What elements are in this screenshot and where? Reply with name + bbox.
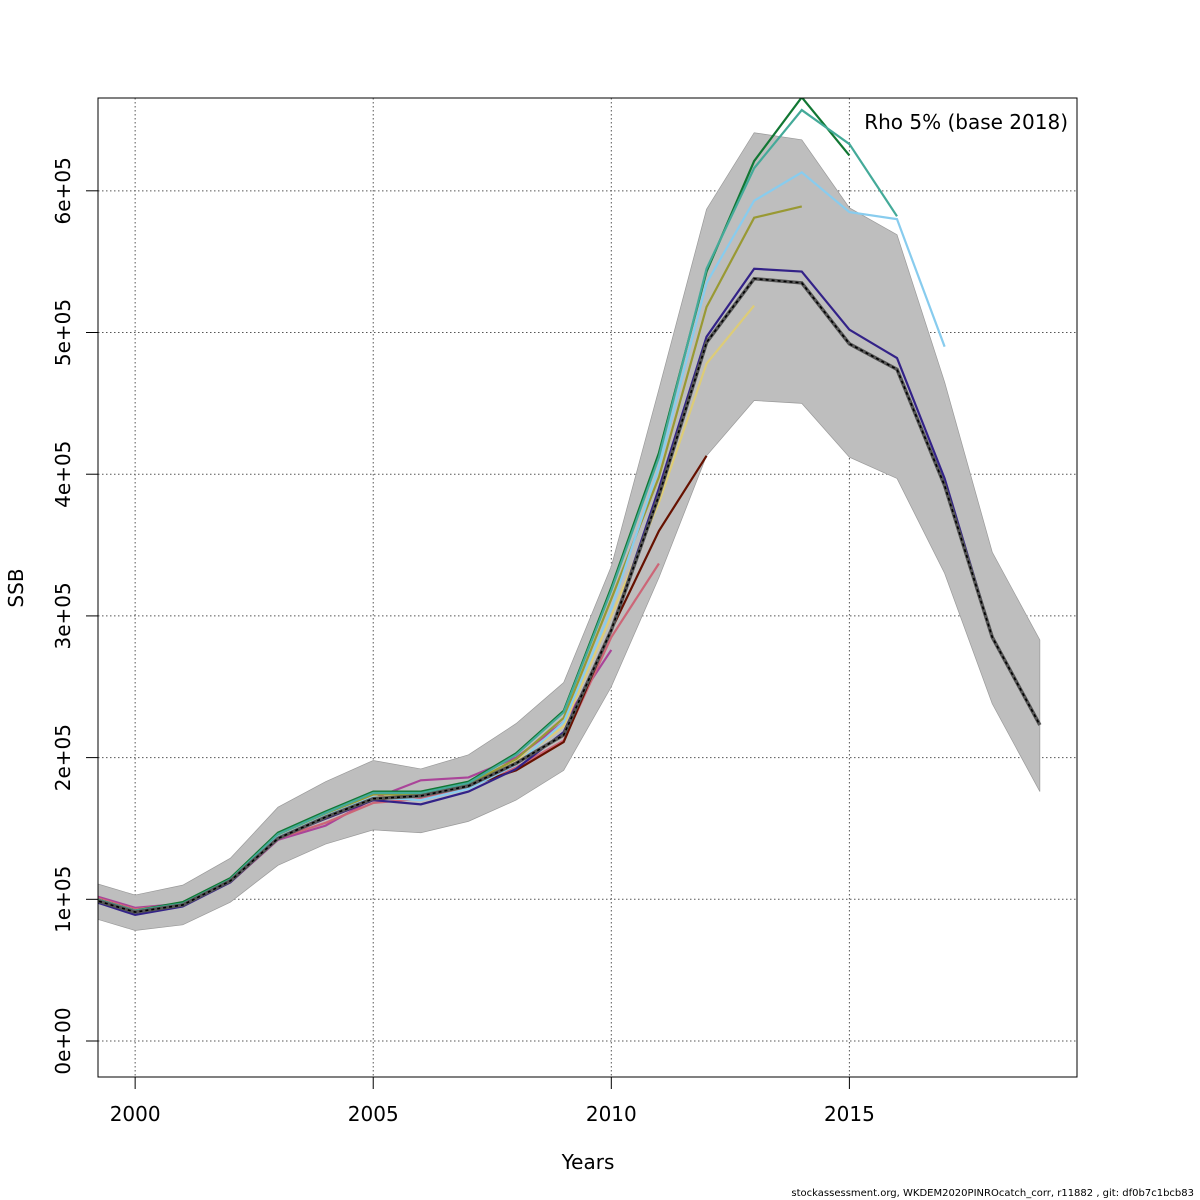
plot-data — [98, 98, 1042, 931]
plot-frame — [97, 97, 1078, 1078]
y-tick-label: 3e+05 — [51, 582, 75, 649]
y-tick-label: 1e+05 — [51, 866, 75, 933]
x-tick-label: 2015 — [824, 1102, 875, 1126]
base-line — [98, 277, 1041, 913]
confidence-band — [98, 132, 1041, 931]
y-tick-label: 6e+05 — [51, 157, 75, 224]
grid — [98, 98, 1077, 1077]
y-axis-label: SSB — [4, 568, 28, 607]
x-tick-label: 2000 — [110, 1102, 161, 1126]
axes: 2000 2005 2010 2015 0e+00 1e+05 2e+05 3e+05 4e+0… — [51, 157, 875, 1126]
x-tick-label: 2010 — [586, 1102, 637, 1126]
y-tick-label: 4e+05 — [51, 441, 75, 508]
annotation: Rho 5% (base 2018) — [864, 110, 1068, 134]
base-line-outline — [98, 276, 1042, 914]
x-axis-label: Years — [561, 1150, 615, 1174]
y-tick-label: 5e+05 — [51, 299, 75, 366]
retro-peel-line — [98, 455, 708, 912]
y-tick-label: 2e+05 — [51, 724, 75, 791]
x-tick-label: 2005 — [348, 1102, 399, 1126]
footer-note: stockassessment.org, WKDEM2020PINROcatch… — [791, 1188, 1194, 1199]
y-tick-label: 0e+00 — [51, 1007, 75, 1074]
